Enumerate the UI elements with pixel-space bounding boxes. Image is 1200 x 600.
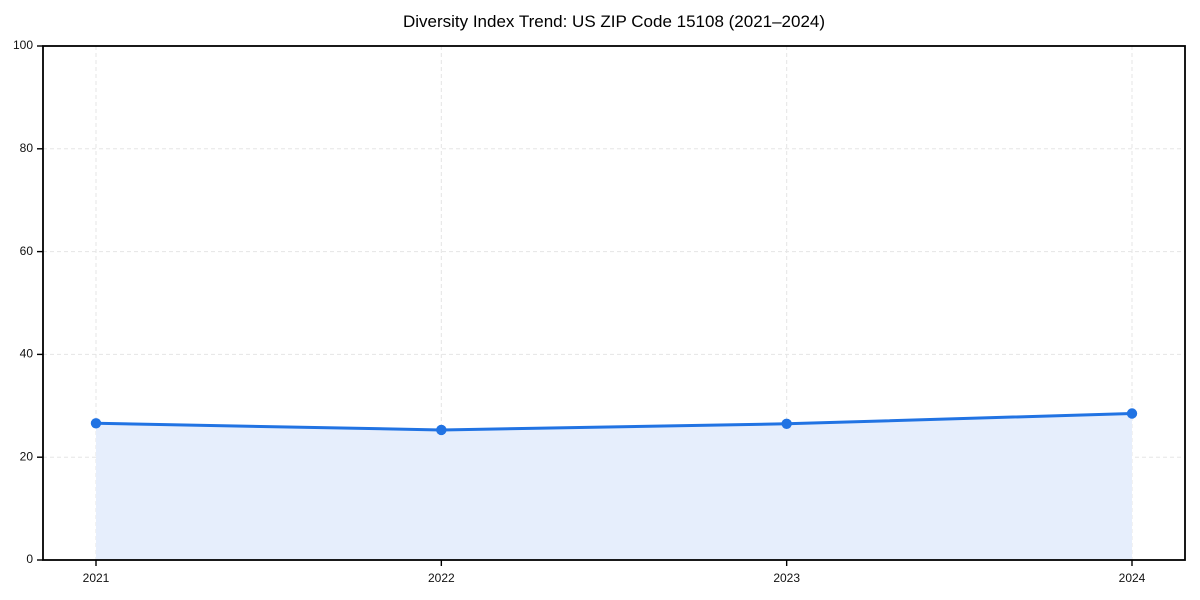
y-tick-label: 60 [20,244,34,258]
y-tick-label: 100 [13,38,33,52]
y-tick-label: 20 [20,449,34,463]
x-tick-label: 2023 [773,571,800,585]
data-point-2022 [436,424,447,436]
trend-line [94,412,1134,432]
plot-border [42,45,1186,561]
data-point-2021 [90,418,102,429]
chart-title: Diversity Index Trend: US ZIP Code 15108… [403,12,825,31]
data-point-2024 [1126,408,1138,419]
y-tick-label: 80 [20,141,34,155]
area-fill [96,413,1132,560]
data-point-2023 [781,418,792,429]
x-tick-label: 2022 [428,571,455,585]
y-tick-label: 40 [20,347,34,361]
x-tick-label: 2024 [1119,571,1146,585]
x-tick-label: 2021 [83,571,110,585]
y-tick-label: 0 [26,552,33,566]
